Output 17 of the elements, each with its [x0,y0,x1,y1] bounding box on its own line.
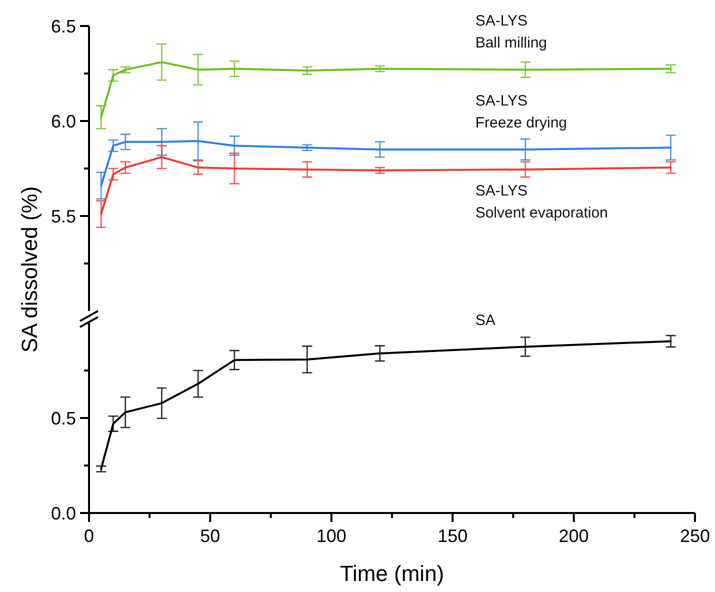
series-label: SA [475,312,496,329]
x-tick-label: 0 [84,526,94,546]
y-tick-label: 6.5 [50,16,76,36]
x-tick-label: 50 [200,526,220,546]
y-axis-title: SA dissolved (%) [17,186,42,353]
y-tick-label: 5.5 [50,206,76,226]
y-tick-label: 0.0 [50,503,76,524]
x-tick-label: 250 [680,526,710,546]
series-label: SA-LYS Freeze drying [475,92,568,132]
series-label: SA-LYS Ball milling [475,12,548,52]
y-tick-label: 6.0 [50,111,76,132]
y-tick-label: 0.5 [50,408,76,428]
x-tick-label: 100 [316,526,346,546]
x-tick-label: 200 [558,526,589,546]
x-axis-title: Time (min) [340,561,444,586]
x-tick-label: 150 [438,526,468,546]
series-label: SA-LYS Solvent evaporation [475,182,608,222]
